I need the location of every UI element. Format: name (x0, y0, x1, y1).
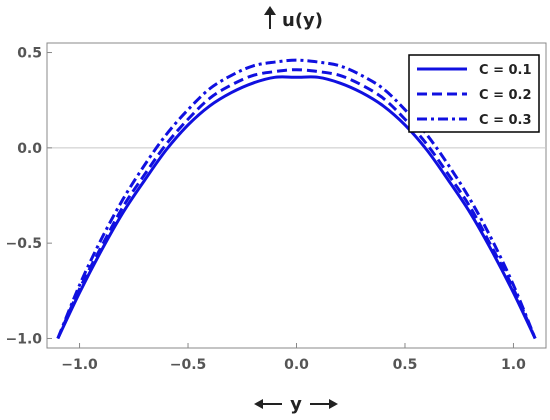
series-line-1 (56, 75, 537, 340)
y-tick-label: 0.5 (17, 46, 42, 62)
y-tick-label: 0.0 (17, 141, 42, 157)
x-axis-title: y (290, 394, 302, 415)
legend-label-2: C = 0.2 (479, 88, 532, 103)
x-tick-label: −1.0 (61, 357, 98, 373)
x-tick-label: 1.0 (501, 357, 526, 373)
y-axis-title-group: u(y) (264, 6, 323, 31)
legend-label-3: C = 0.3 (479, 113, 532, 128)
y-axis-title: u(y) (282, 10, 323, 31)
x-tick-label: 0.0 (284, 357, 309, 373)
left-arrow-head-icon (254, 399, 263, 409)
series-layer (56, 58, 537, 340)
y-tick-label: −1.0 (5, 331, 42, 347)
y-tick-label: −0.5 (5, 236, 42, 252)
x-tick-label: 0.5 (393, 357, 418, 373)
right-arrow-head-icon (329, 399, 338, 409)
x-tick-label: −0.5 (170, 357, 207, 373)
up-arrow-head-icon (264, 6, 276, 15)
x-axis-title-group: y (254, 394, 338, 415)
series-line-2 (56, 68, 537, 340)
legend-label-1: C = 0.1 (479, 63, 532, 78)
legend: C = 0.1 C = 0.2 C = 0.3 (408, 54, 540, 133)
series-line-3 (56, 58, 537, 340)
tick-layer: −1.0 −0.5 0.0 0.5 1.0 −1.0 −0.5 0.0 0.5 (5, 46, 526, 373)
